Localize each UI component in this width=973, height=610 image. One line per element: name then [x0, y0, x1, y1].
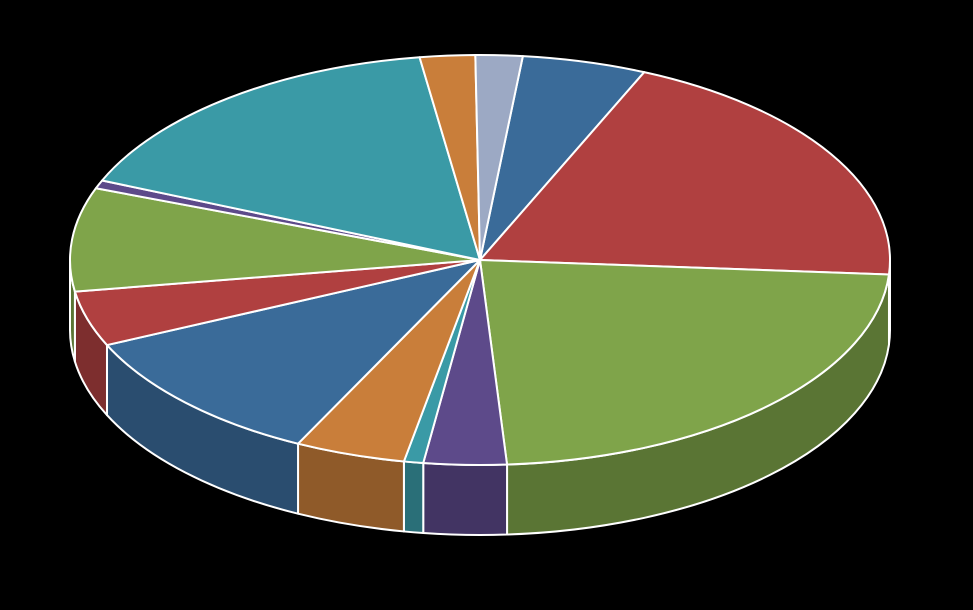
pie-chart-3d	[0, 0, 973, 610]
pie-slice-side	[404, 461, 423, 533]
pie-slice-side	[423, 463, 507, 535]
